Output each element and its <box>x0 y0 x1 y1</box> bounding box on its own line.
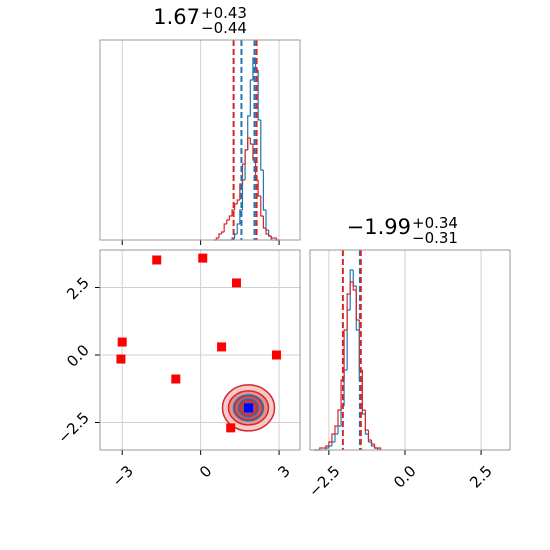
title-plus: +0.34 <box>412 214 458 232</box>
panel-frame <box>99 249 301 451</box>
histogram-step <box>244 149 248 164</box>
histogram-step <box>328 441 332 446</box>
histogram-step <box>377 447 382 450</box>
panel-title: 1.67 <box>153 5 200 29</box>
panel-frame <box>99 39 301 241</box>
histogram-step <box>370 440 375 445</box>
histogram-step <box>260 196 264 217</box>
histogram-step <box>260 120 264 171</box>
histogram-step <box>231 209 235 216</box>
panel: −3 0 32.50.0−2.5 <box>54 249 301 490</box>
histogram-step <box>228 215 233 220</box>
title-plus: +0.43 <box>201 4 247 22</box>
histogram-step <box>220 231 225 234</box>
histogram-step <box>349 281 354 294</box>
histogram-step <box>364 410 369 431</box>
point <box>226 423 236 433</box>
density-contour <box>232 394 265 422</box>
histogram-step <box>257 180 261 197</box>
histogram-step <box>367 430 372 441</box>
histogram-step <box>257 70 261 121</box>
histogram-step <box>349 269 354 310</box>
histogram-step <box>247 137 251 150</box>
panel-title: −1.99 <box>347 215 411 239</box>
histogram-step <box>352 282 357 291</box>
point <box>198 253 208 263</box>
histogram-step <box>249 138 253 145</box>
histogram-step <box>226 219 230 224</box>
point <box>116 354 126 364</box>
title-minus: −0.44 <box>201 19 247 37</box>
point <box>152 255 162 265</box>
histogram-step <box>249 79 253 116</box>
point <box>117 337 127 347</box>
histogram-step <box>234 233 238 238</box>
density-contour <box>237 398 260 418</box>
histogram-step <box>361 370 366 411</box>
histogram-step <box>262 216 267 229</box>
histogram-step <box>218 233 222 238</box>
histogram-step <box>331 433 335 442</box>
histogram-step <box>236 223 240 234</box>
histogram-step <box>373 444 378 449</box>
histogram-step <box>355 290 360 321</box>
histogram-step <box>337 409 342 426</box>
panel-frame <box>309 249 511 451</box>
histogram-step <box>223 223 227 232</box>
histogram-step <box>346 293 351 330</box>
point <box>271 350 281 360</box>
point <box>217 342 227 352</box>
histogram-step <box>234 203 238 210</box>
histogram-step <box>265 228 269 235</box>
histogram-step <box>319 447 323 450</box>
histogram-step <box>236 199 240 204</box>
histogram-step <box>215 237 219 240</box>
histogram-step <box>268 234 272 237</box>
histogram-step <box>270 236 274 239</box>
histogram-step <box>334 425 339 434</box>
histogram-step <box>343 329 348 380</box>
point <box>171 374 181 384</box>
histogram-step <box>325 445 329 448</box>
histogram-step <box>239 209 243 224</box>
histogram-step <box>262 170 267 211</box>
point <box>231 278 241 288</box>
point <box>243 403 253 413</box>
panel: 1.67 +0.43−0.44 <box>99 4 301 245</box>
title-minus: −0.31 <box>412 229 458 247</box>
density-contour <box>242 402 255 414</box>
histogram-step <box>241 163 246 184</box>
